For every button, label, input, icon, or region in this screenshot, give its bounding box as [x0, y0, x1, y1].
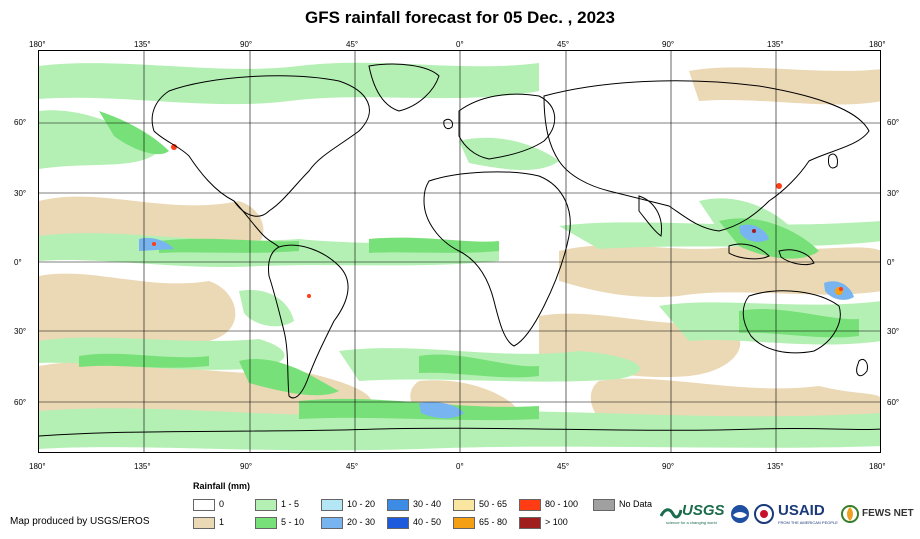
lon-tick-top: 135° [767, 40, 784, 49]
rainfall-legend: Rainfall (mm) 0 1 1 - 5 5 - 10 10 - 20 2… [193, 481, 653, 539]
usaid-logo[interactable]: USAID FROM THE AMERICAN PEOPLE [778, 500, 842, 530]
fews-globe-icon [841, 505, 859, 523]
legend-label: 50 - 65 [479, 499, 508, 509]
lon-tick-bottom: 135° [134, 462, 151, 471]
map-credit: Map produced by USGS/EROS [10, 516, 150, 527]
lon-tick-bottom: 45° [557, 462, 570, 471]
lat-tick-left: 0° [14, 258, 22, 267]
lon-tick-bottom: 180° [869, 462, 886, 471]
usgs-wordmark: USGS [682, 502, 725, 519]
legend-swatch [193, 517, 215, 529]
legend-label: 40 - 50 [413, 517, 442, 527]
lon-tick-bottom: 90° [240, 462, 253, 471]
lon-tick-top: 45° [346, 40, 359, 49]
legend-swatch [321, 499, 343, 511]
legend-swatch [321, 517, 343, 529]
usaid-seal-icon [754, 504, 774, 524]
legend-label: 1 [219, 517, 225, 527]
legend-label: 10 - 20 [347, 499, 376, 509]
legend-swatch [453, 499, 475, 511]
lon-tick-top: 90° [240, 40, 253, 49]
usaid-seal [754, 500, 774, 530]
legend-swatch [387, 517, 409, 529]
legend-swatch [255, 499, 277, 511]
legend-label: > 100 [545, 517, 568, 527]
rainfall-map-canvas [39, 51, 880, 452]
lon-tick-bottom: 180° [29, 462, 46, 471]
rainfall-map[interactable] [38, 50, 881, 453]
agency-logos: USGS science for a changing world USAID … [660, 500, 918, 530]
lat-tick-right: 60° [887, 118, 900, 127]
noaa-logo[interactable] [730, 500, 750, 530]
noaa-emblem-icon [731, 505, 749, 523]
lat-tick-left: 60° [14, 118, 27, 127]
legend-label: 30 - 40 [413, 499, 442, 509]
legend-title: Rainfall (mm) [193, 481, 251, 491]
legend-swatch [387, 499, 409, 511]
map-title: GFS rainfall forecast for 05 Dec. , 2023 [305, 8, 615, 27]
land-outlines [39, 63, 880, 437]
legend-swatch [519, 499, 541, 511]
lat-tick-left: 60° [14, 398, 27, 407]
lat-tick-left: 30° [14, 327, 27, 336]
lat-tick-right: 0° [887, 258, 895, 267]
usgs-logo[interactable]: USGS science for a changing world [660, 500, 725, 530]
lon-tick-bottom: 90° [662, 462, 675, 471]
graticule [39, 51, 880, 452]
legend-swatch [519, 517, 541, 529]
usaid-tagline: FROM THE AMERICAN PEOPLE [778, 520, 838, 525]
legend-label: 20 - 30 [347, 517, 376, 527]
lon-tick-top: 135° [134, 40, 151, 49]
lat-tick-right: 30° [887, 189, 900, 198]
lon-tick-bottom: 0° [456, 462, 464, 471]
lon-tick-bottom: 135° [767, 462, 784, 471]
fews-net-wordmark: FEWS NET [862, 508, 914, 519]
fews-net-logo[interactable]: FEWS NET [840, 500, 918, 530]
lon-tick-bottom: 45° [346, 462, 359, 471]
lat-tick-left: 30° [14, 189, 27, 198]
lon-tick-top: 0° [456, 40, 464, 49]
lon-tick-top: 180° [869, 40, 886, 49]
lon-tick-top: 45° [557, 40, 570, 49]
legend-label: 5 - 10 [281, 517, 305, 527]
lon-tick-top: 180° [29, 40, 46, 49]
legend-label: No Data [619, 499, 653, 509]
lat-tick-right: 30° [887, 327, 900, 336]
lon-tick-top: 90° [662, 40, 675, 49]
usgs-wave-icon [660, 508, 682, 519]
legend-swatch [453, 517, 475, 529]
lat-tick-right: 60° [887, 398, 900, 407]
usaid-wordmark: USAID [778, 502, 825, 519]
legend-swatch [593, 499, 615, 511]
legend-swatch [255, 517, 277, 529]
legend-swatch [193, 499, 215, 511]
usgs-tagline: science for a changing world [666, 520, 717, 525]
legend-label: 1 - 5 [281, 499, 300, 509]
legend-label: 65 - 80 [479, 517, 508, 527]
legend-label: 80 - 100 [545, 499, 579, 509]
legend-label: 0 [219, 499, 225, 509]
